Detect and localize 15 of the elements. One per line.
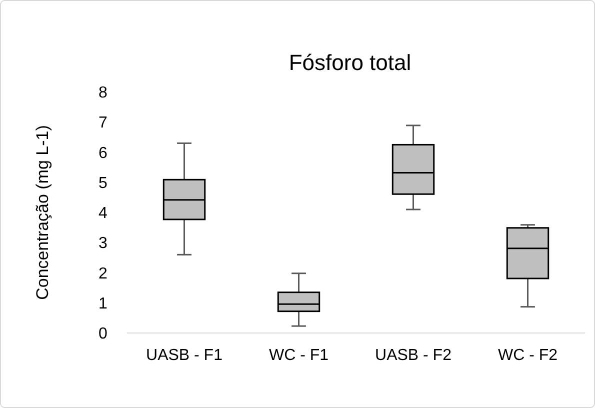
y-tick-label: 8	[98, 84, 108, 102]
y-tick-label: 5	[98, 174, 108, 192]
y-tick-label: 6	[98, 144, 108, 162]
x-tick-label: WC - F1	[268, 347, 329, 364]
chart-title: Fósforo total	[288, 50, 412, 75]
y-axis-title: Concentração (mg L-1)	[33, 125, 52, 300]
y-tick-label: 4	[98, 205, 108, 222]
y-tick-label: 1	[98, 295, 108, 312]
y-tick-label: 3	[98, 235, 108, 252]
y-tick-label: 7	[98, 114, 108, 132]
y-tick-label: 2	[98, 265, 108, 282]
y-tick-label: 0	[98, 326, 108, 343]
x-tick-label: UASB - F1	[146, 347, 223, 364]
x-tick-label: UASB - F2	[375, 347, 452, 364]
x-tick-label: WC - F2	[498, 347, 558, 364]
